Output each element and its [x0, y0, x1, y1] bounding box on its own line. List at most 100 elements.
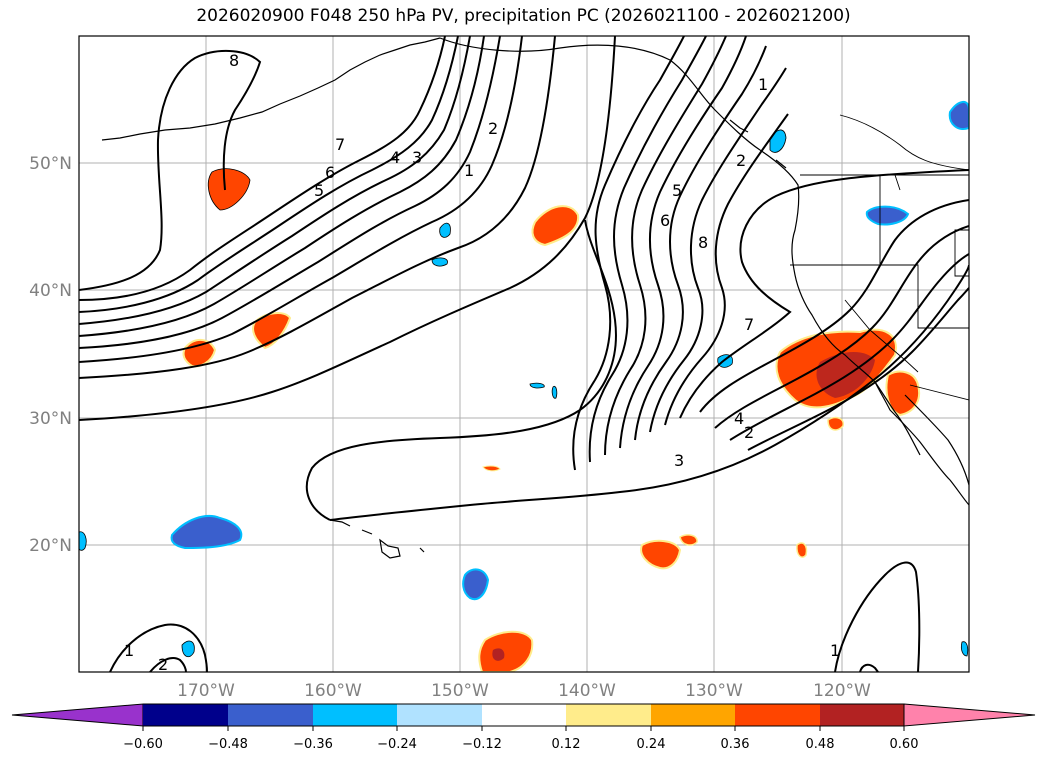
precip-negative-blob — [170, 515, 243, 550]
colorbar-tick-label: 0.48 — [806, 737, 835, 752]
colorbar-tick-label: −0.24 — [377, 737, 417, 752]
lat-label: 30°N — [29, 409, 72, 429]
lat-label: 40°N — [29, 281, 72, 301]
colorbar-extend-low — [11, 703, 144, 727]
colorbar-segment — [651, 704, 735, 726]
contour-label: 2 — [488, 119, 498, 138]
contour-line — [714, 225, 969, 429]
colorbar-segment — [313, 704, 397, 726]
contour-label: 8 — [229, 51, 239, 70]
contour-line — [729, 253, 969, 441]
precip-negative-blob — [462, 568, 490, 600]
precip-negative-blob — [948, 101, 969, 130]
precip-negative-blob — [960, 641, 969, 657]
colorbar-tick-label: 0.24 — [637, 737, 666, 752]
contour-line — [619, 36, 747, 449]
contour-line — [305, 219, 617, 521]
contour-line — [79, 49, 262, 291]
contour-line — [679, 169, 969, 419]
precip-positive-blob — [827, 416, 844, 431]
precip-negative-blob — [181, 640, 195, 658]
contour-line — [699, 199, 969, 413]
contour-labels: 8 7 6 5 4 3 2 1 1 2 5 6 8 7 4 2 3 1 2 1 — [124, 51, 840, 674]
contour-line — [149, 657, 187, 672]
pv-contours — [79, 36, 969, 672]
contour-line — [664, 113, 789, 426]
contour-label: 3 — [674, 451, 684, 470]
lat-labels: 50°N 40°N 30°N 20°N — [29, 154, 72, 556]
contour-label: 1 — [464, 161, 474, 180]
contour-label: 2 — [158, 655, 168, 674]
precip-strong-blob — [492, 648, 505, 661]
gridlines — [79, 36, 969, 672]
coastlines — [101, 37, 969, 559]
precip-positive-blob — [885, 370, 920, 417]
contour-line — [634, 45, 767, 441]
precip-positive-blob — [207, 168, 251, 211]
precip-positive-blob — [796, 542, 808, 558]
colorbar-segment — [143, 704, 228, 726]
colorbar-segment — [397, 704, 482, 726]
map-frame — [78, 35, 970, 673]
contour-line — [604, 36, 727, 456]
contour-label: 3 — [412, 148, 422, 167]
precip-negative-blob — [529, 382, 545, 389]
colorbar-tick-label: 0.12 — [552, 737, 581, 752]
lon-label: 120°W — [813, 681, 871, 701]
lat-label: 50°N — [29, 154, 72, 174]
contour-label: 4 — [734, 409, 744, 428]
colorbar-tick-label: 0.36 — [721, 737, 750, 752]
precip-positive-blob — [640, 539, 682, 570]
contour-label: 5 — [672, 181, 682, 200]
contour-line — [79, 36, 446, 301]
colorbar-extend-high — [903, 703, 1036, 727]
contour-label: 4 — [390, 148, 400, 167]
contour-line — [649, 67, 787, 433]
contour-line — [79, 36, 459, 313]
contour-label: 1 — [124, 641, 134, 660]
contour-label: 2 — [736, 151, 746, 170]
colorbar-segment — [566, 704, 651, 726]
contour-label: 6 — [325, 163, 335, 182]
contour-line — [79, 36, 523, 363]
contour-label: 6 — [660, 211, 670, 230]
lon-label: 150°W — [431, 681, 489, 701]
contour-line — [79, 36, 501, 349]
precip-positive-blob — [482, 465, 501, 472]
colorbar-tick-label: −0.36 — [293, 737, 333, 752]
colorbar-segment — [482, 704, 566, 726]
contour-line — [109, 623, 208, 672]
precip-positive-blob — [531, 205, 580, 247]
lon-label: 170°W — [177, 681, 235, 701]
precip-negative-blob — [865, 205, 910, 226]
contour-line — [747, 287, 969, 451]
colorbar-segment — [735, 704, 820, 726]
map-content: 8 7 6 5 4 3 2 1 1 2 5 6 8 7 4 2 3 1 2 1 — [79, 36, 969, 674]
colorbar-tick-label: −0.60 — [123, 737, 163, 752]
contour-label: 1 — [758, 75, 768, 94]
precip-negative-blob — [431, 257, 448, 267]
contour-label: 7 — [744, 315, 754, 334]
lon-labels: 170°W 160°W 150°W 140°W 130°W 120°W — [177, 681, 871, 701]
precip-positive-blob — [679, 534, 698, 546]
contour-label: 8 — [698, 233, 708, 252]
lon-label: 130°W — [685, 681, 743, 701]
contour-line — [588, 36, 707, 463]
colorbar-tick-label: −0.12 — [462, 737, 502, 752]
lon-label: 140°W — [558, 681, 616, 701]
contour-label: 5 — [314, 181, 324, 200]
contour-line — [572, 36, 685, 471]
precip-negative-blob — [551, 385, 558, 399]
contour-line — [79, 36, 485, 337]
colorbar-segment — [228, 704, 313, 726]
contour-line — [329, 264, 969, 521]
colorbar-segment — [820, 704, 904, 726]
colorbar-tick-label: 0.60 — [890, 737, 919, 752]
precip-positive-blob — [478, 630, 534, 672]
contour-label: 2 — [744, 423, 754, 442]
contour-line — [859, 663, 879, 672]
contour-line — [834, 561, 921, 672]
lon-label: 160°W — [304, 681, 362, 701]
contour-line — [79, 36, 616, 421]
